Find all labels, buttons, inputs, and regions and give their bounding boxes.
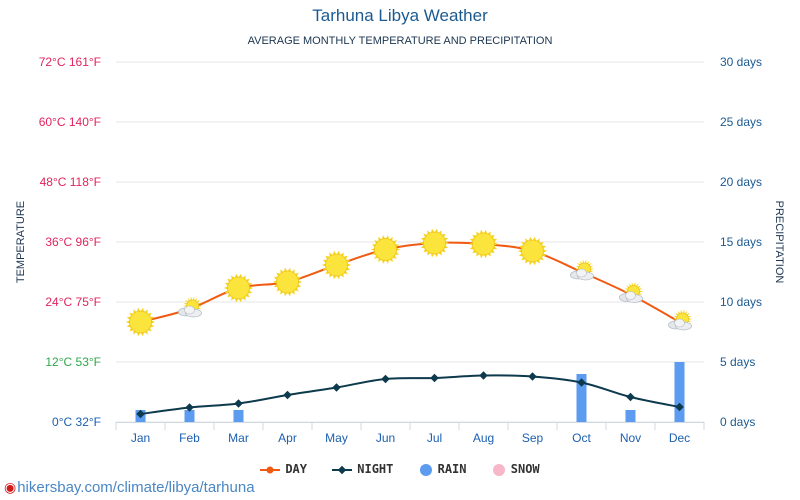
sun-icon-aug: [468, 229, 499, 259]
night-point-may: [332, 383, 341, 392]
rain-bar-oct: [576, 374, 587, 422]
chart-title: Tarhuna Libya Weather: [312, 6, 488, 25]
sun-icon-may: [321, 250, 352, 280]
legend-rain-label: RAIN: [437, 462, 467, 476]
night-point-feb: [185, 403, 194, 412]
y-tick-right-5: 5 days: [720, 355, 755, 369]
sun-icon-jul: [419, 228, 450, 258]
legend-day-marker: [260, 466, 281, 473]
y-tick-left-60: 60°C 140°F: [39, 115, 101, 129]
y-tick-left-48: 48°C 118°F: [40, 175, 101, 189]
y-tick-right-30: 30 days: [720, 55, 762, 69]
sun-icon-mar: [223, 273, 254, 303]
y-tick-left-72: 72°C 161°F: [39, 55, 101, 69]
x-tick-label-jul: Jul: [427, 431, 442, 445]
legend-rain-marker: [419, 463, 432, 476]
night-point-mar: [234, 399, 243, 408]
y-tick-left-24: 24°C 75°F: [45, 295, 101, 309]
source-url: hikersbay.com/climate/libya/tarhuna: [17, 479, 255, 496]
y-tick-right-20: 20 days: [720, 175, 762, 189]
legend-snow-marker: [492, 463, 505, 476]
night-point-dec: [675, 402, 684, 412]
partly-cloudy-icon-nov: [619, 282, 644, 303]
sun-icon-jan: [125, 307, 156, 337]
sun-icon-sep: [517, 236, 548, 266]
weather-chart: 0°C 32°F 12°C 53°F 24°C 75°F 36°C 96°F 48°C …: [15, 55, 785, 445]
rain-bar-dec: [674, 362, 685, 422]
x-tick-label-sep: Sep: [522, 431, 544, 445]
night-point-nov: [626, 392, 635, 402]
x-tick-label-mar: Mar: [228, 431, 249, 445]
y-axis-left-title: TEMPERATURE: [15, 201, 27, 283]
legend-night-label: NIGHT: [357, 462, 394, 476]
night-point-oct: [577, 378, 586, 387]
x-tick-label-jan: Jan: [131, 431, 150, 445]
x-tick-label-dec: Dec: [669, 431, 690, 445]
x-tick-label-feb: Feb: [179, 431, 200, 445]
x-tick-label-may: May: [325, 431, 348, 445]
y-tick-right-15: 15 days: [720, 235, 762, 249]
x-tick-label-nov: Nov: [620, 431, 641, 445]
y-tick-right-25: 25 days: [720, 115, 762, 129]
y-axis-right-title: PRECIPITATION: [773, 201, 785, 284]
x-tick-label-apr: Apr: [278, 431, 297, 445]
night-series-line: [140, 374, 680, 415]
legend-snow[interactable]: SNOW: [492, 462, 540, 477]
rain-bar-mar: [233, 410, 244, 422]
y-tick-right-10: 10 days: [720, 295, 762, 309]
y-tick-left-12: 12°C 53°F: [45, 355, 101, 369]
night-point-aug: [479, 371, 488, 380]
legend-day[interactable]: DAY: [260, 462, 307, 476]
day-series-line: [140, 241, 680, 323]
y-tick-right-0: 0 days: [720, 415, 755, 429]
y-tick-left-36: 36°C 96°F: [45, 235, 101, 249]
sun-icon-jun: [370, 235, 401, 264]
legend-night[interactable]: NIGHT: [332, 462, 393, 476]
rain-bar-feb: [184, 410, 195, 422]
sun-icon-apr: [272, 267, 303, 297]
partly-cloudy-icon-dec: [668, 309, 693, 331]
legend-night-marker: [332, 465, 353, 474]
source-link[interactable]: ◉hikersbay.com/climate/libya/tarhuna: [4, 479, 255, 496]
partly-cloudy-icon-feb: [178, 296, 203, 318]
night-point-sep: [528, 372, 537, 381]
night-point-jan: [136, 409, 145, 419]
x-tick-label-jun: Jun: [376, 431, 395, 445]
y-tick-left-0: 0°C 32°F: [52, 415, 101, 429]
night-point-apr: [283, 390, 292, 400]
chart-legend: DAY NIGHT RAIN SNOW: [0, 462, 800, 477]
partly-cloudy-icon-oct: [570, 259, 595, 281]
chart-subtitle: AVERAGE MONTHLY TEMPERATURE AND PRECIPIT…: [247, 35, 553, 47]
legend-rain[interactable]: RAIN: [419, 462, 467, 477]
rain-bar-nov: [625, 410, 636, 422]
night-point-jun: [381, 374, 390, 384]
night-point-jul: [430, 373, 439, 383]
x-tick-label-oct: Oct: [572, 431, 591, 445]
legend-snow-label: SNOW: [510, 462, 540, 476]
location-pin-icon: ◉: [4, 479, 17, 495]
legend-day-label: DAY: [285, 462, 308, 476]
x-tick-label-aug: Aug: [473, 431, 494, 445]
